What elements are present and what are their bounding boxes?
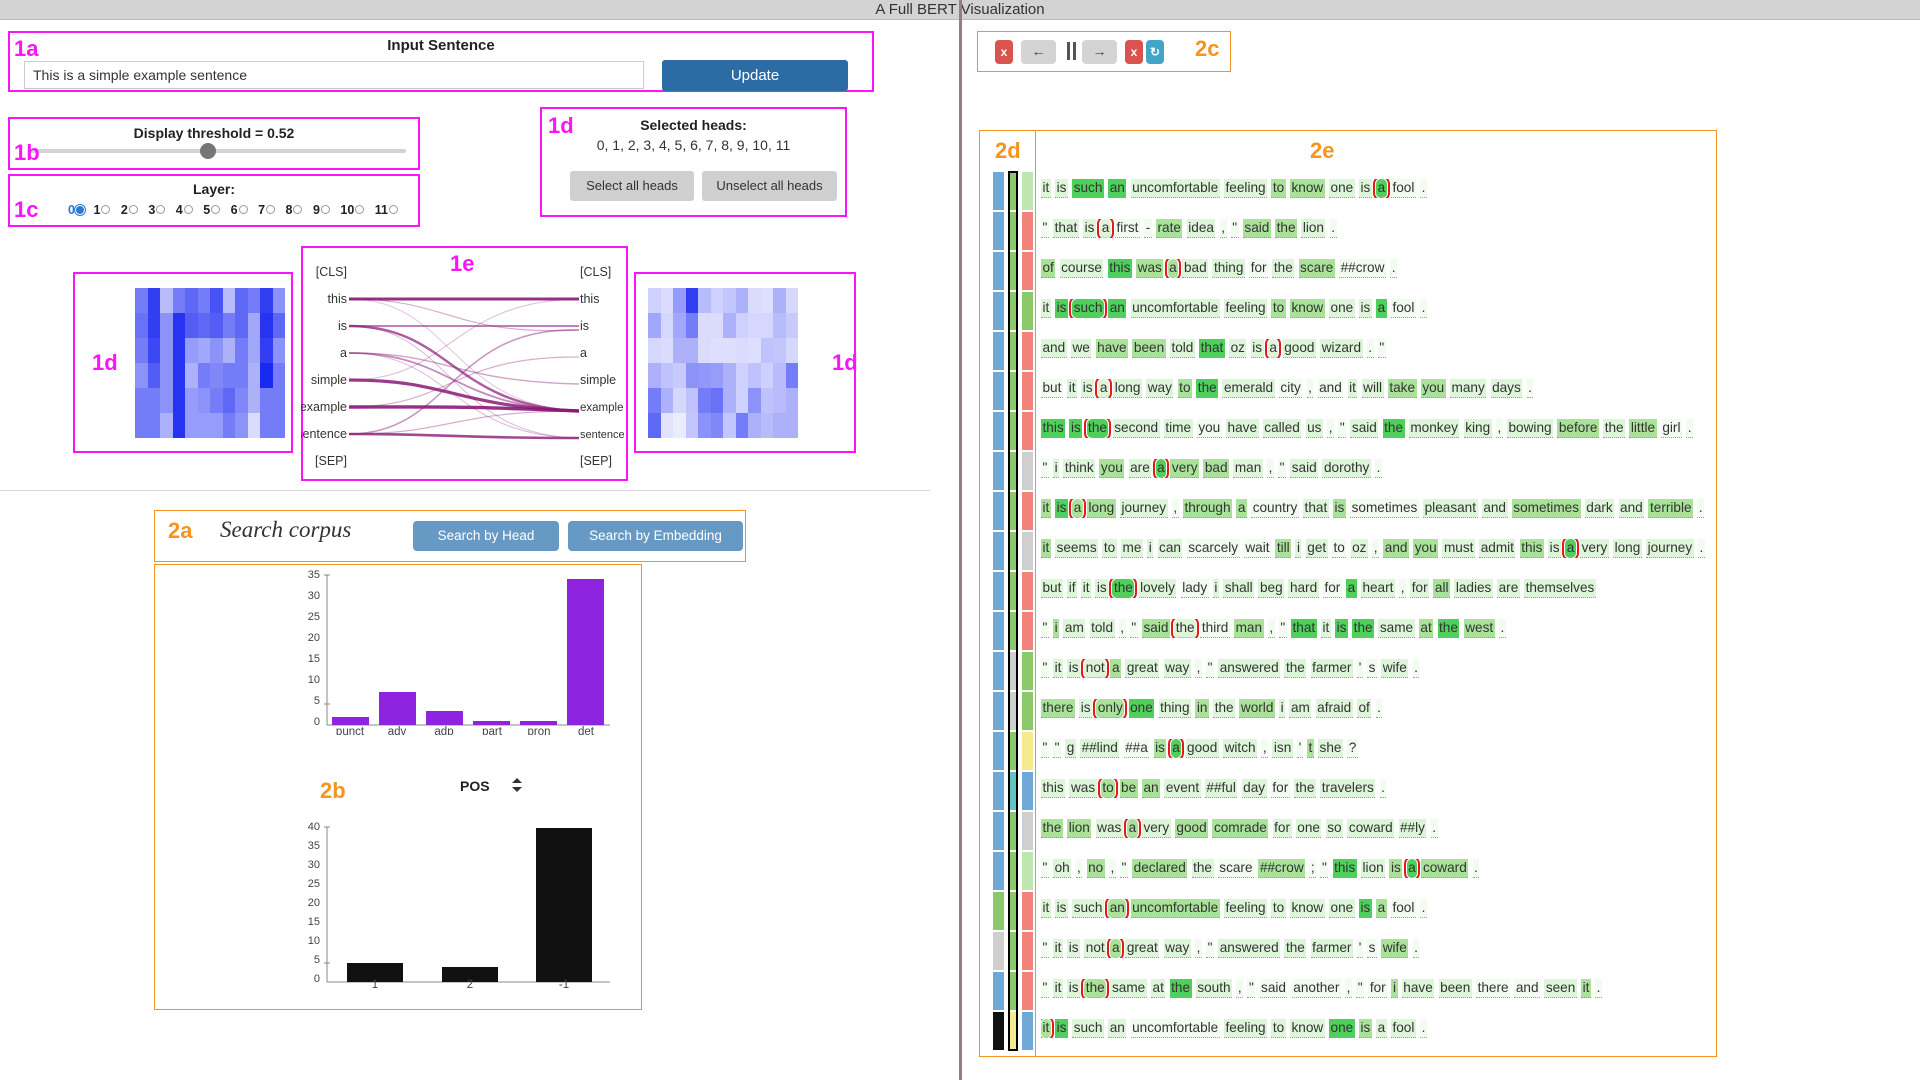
- svg-text:30: 30: [308, 859, 320, 871]
- svg-text:5: 5: [314, 695, 320, 707]
- svg-text:20: 20: [308, 897, 320, 909]
- svg-text:part: part: [482, 726, 503, 735]
- svg-text:example: example: [301, 400, 347, 414]
- svg-text:[CLS]: [CLS]: [580, 265, 611, 279]
- svg-text:sentence: sentence: [301, 427, 347, 441]
- svg-text:punct: punct: [336, 726, 365, 735]
- svg-text:15: 15: [308, 653, 320, 665]
- svg-text:20: 20: [308, 632, 320, 644]
- svg-text:this: this: [328, 292, 347, 306]
- svg-text:40: 40: [308, 822, 320, 833]
- svg-text:30: 30: [308, 590, 320, 602]
- svg-text:25: 25: [308, 878, 320, 890]
- svg-text:example: example: [580, 402, 623, 414]
- svg-text:1: 1: [372, 979, 378, 988]
- svg-text:simple: simple: [311, 373, 347, 387]
- svg-text:[CLS]: [CLS]: [316, 265, 347, 279]
- svg-text:15: 15: [308, 916, 320, 928]
- svg-text:this: this: [580, 292, 599, 306]
- svg-text:sentence: sentence: [580, 429, 625, 441]
- svg-text:10: 10: [308, 935, 320, 947]
- svg-text:adp: adp: [434, 726, 453, 735]
- svg-text:2: 2: [467, 979, 473, 988]
- svg-text:simple: simple: [580, 373, 616, 387]
- svg-text:35: 35: [308, 840, 320, 852]
- svg-text:0: 0: [314, 973, 320, 985]
- svg-text:5: 5: [314, 954, 320, 966]
- svg-text:is: is: [338, 319, 347, 333]
- svg-text:pron: pron: [527, 726, 550, 735]
- svg-text:adv: adv: [388, 726, 407, 735]
- svg-text:det: det: [578, 726, 595, 735]
- svg-text:0: 0: [314, 716, 320, 728]
- svg-text:is: is: [580, 319, 589, 333]
- svg-text:25: 25: [308, 611, 320, 623]
- svg-text:-1: -1: [559, 979, 569, 988]
- svg-text:10: 10: [308, 674, 320, 686]
- svg-text:a: a: [340, 346, 347, 360]
- svg-text:a: a: [580, 346, 587, 360]
- svg-text:[SEP]: [SEP]: [580, 454, 612, 468]
- svg-text:[SEP]: [SEP]: [315, 454, 347, 468]
- svg-text:35: 35: [308, 570, 320, 581]
